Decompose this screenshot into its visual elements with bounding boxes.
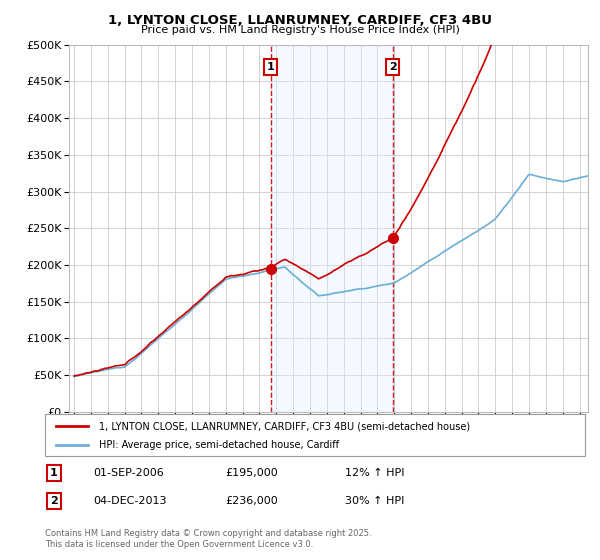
Text: Contains HM Land Registry data © Crown copyright and database right 2025.
This d: Contains HM Land Registry data © Crown c… (45, 529, 371, 549)
Text: 1: 1 (267, 62, 275, 72)
Text: HPI: Average price, semi-detached house, Cardiff: HPI: Average price, semi-detached house,… (99, 440, 339, 450)
FancyBboxPatch shape (45, 414, 585, 456)
Text: Price paid vs. HM Land Registry's House Price Index (HPI): Price paid vs. HM Land Registry's House … (140, 25, 460, 35)
Text: 01-SEP-2006: 01-SEP-2006 (93, 468, 164, 478)
Bar (271, 45, 393, 412)
Text: 2: 2 (389, 62, 397, 72)
Text: 12% ↑ HPI: 12% ↑ HPI (345, 468, 404, 478)
Text: 1, LYNTON CLOSE, LLANRUMNEY, CARDIFF, CF3 4BU (semi-detached house): 1, LYNTON CLOSE, LLANRUMNEY, CARDIFF, CF… (99, 421, 470, 431)
Text: 2: 2 (50, 496, 58, 506)
Text: 1, LYNTON CLOSE, LLANRUMNEY, CARDIFF, CF3 4BU: 1, LYNTON CLOSE, LLANRUMNEY, CARDIFF, CF… (108, 14, 492, 27)
Text: £236,000: £236,000 (225, 496, 278, 506)
Text: 04-DEC-2013: 04-DEC-2013 (93, 496, 167, 506)
Text: £195,000: £195,000 (225, 468, 278, 478)
Text: 30% ↑ HPI: 30% ↑ HPI (345, 496, 404, 506)
Text: 1: 1 (50, 468, 58, 478)
